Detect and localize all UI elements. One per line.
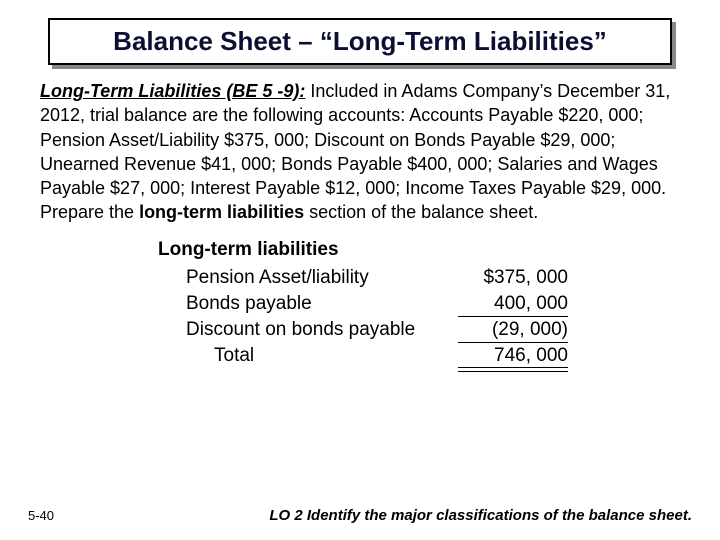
row-amount: (29, 000) (438, 319, 568, 341)
row-amount: $375, 000 (438, 267, 568, 289)
page-title: Balance Sheet – “Long-Term Liabilities” (60, 26, 660, 57)
slide: Balance Sheet – “Long-Term Liabilities” … (0, 0, 720, 540)
row-amount: 746, 000 (438, 345, 568, 367)
liabilities-table: Long-term liabilities Pension Asset/liab… (28, 239, 692, 367)
body-text-2: section of the balance sheet. (304, 202, 538, 222)
table-row: Bonds payable 400, 000 (158, 293, 692, 315)
table-row-total: Total 746, 000 (158, 345, 692, 367)
row-label: Discount on bonds payable (158, 319, 438, 341)
lead-label: Long-Term Liabilities (BE 5 -9): (40, 81, 305, 101)
table-row: Pension Asset/liability $375, 000 (158, 267, 692, 289)
row-label: Total (158, 345, 438, 367)
body-paragraph: Long-Term Liabilities (BE 5 -9): Include… (28, 79, 692, 225)
table-heading: Long-term liabilities (158, 239, 692, 261)
row-label: Bonds payable (158, 293, 438, 315)
row-amount: 400, 000 (438, 293, 568, 315)
footer: 5-40 LO 2 Identify the major classificat… (28, 507, 692, 524)
title-box: Balance Sheet – “Long-Term Liabilities” (48, 18, 672, 65)
row-label: Pension Asset/liability (158, 267, 438, 289)
learning-objective: LO 2 Identify the major classifications … (269, 507, 692, 524)
bold-phrase: long-term liabilities (139, 202, 304, 222)
table-row: Discount on bonds payable (29, 000) (158, 319, 692, 341)
page-number: 5-40 (28, 508, 54, 523)
